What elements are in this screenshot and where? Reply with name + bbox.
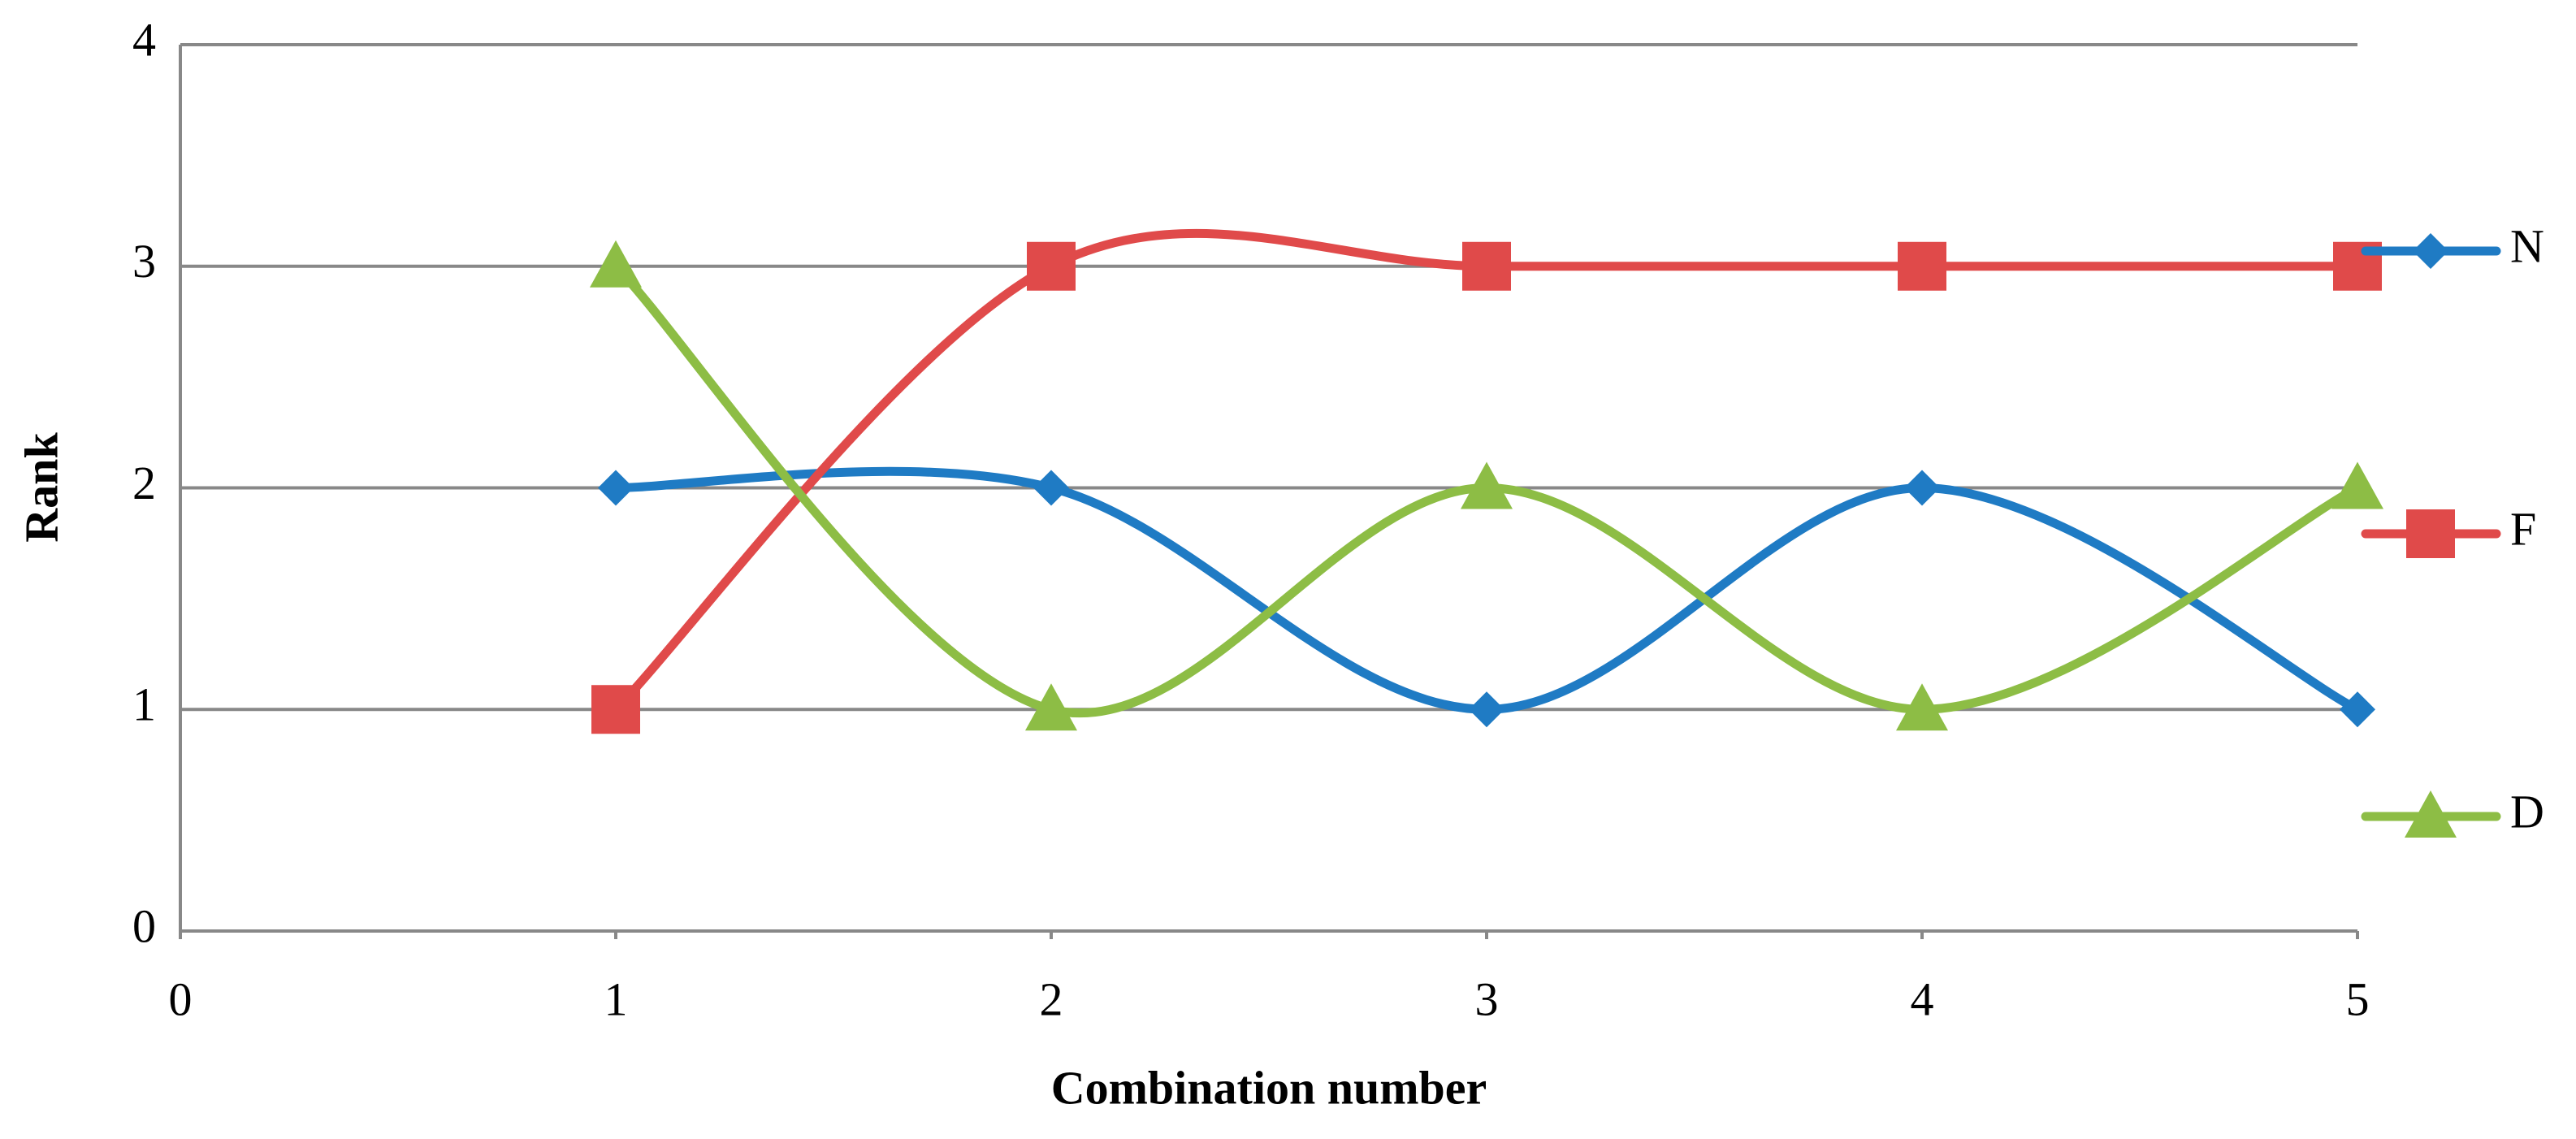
marker <box>1033 470 1069 506</box>
y-tick-label: 2 <box>132 457 156 509</box>
y-tick-label: 1 <box>132 678 156 731</box>
marker <box>591 685 640 734</box>
marker <box>2405 790 2457 838</box>
x-tick-label: 5 <box>2346 972 2370 1025</box>
x-tick-label: 4 <box>1911 972 1934 1025</box>
marker <box>2331 461 2383 509</box>
legend-label: N <box>2510 219 2544 272</box>
x-tick-label: 2 <box>1040 972 1063 1025</box>
marker <box>1898 241 1946 291</box>
marker <box>1025 683 1077 731</box>
marker <box>1462 241 1511 291</box>
marker <box>598 470 634 506</box>
marker <box>2340 691 2375 728</box>
x-tick-label: 0 <box>169 972 193 1025</box>
marker <box>1904 470 1940 506</box>
x-tick-label: 3 <box>1475 972 1499 1025</box>
y-tick-label: 0 <box>132 899 156 952</box>
legend-label: F <box>2510 502 2536 555</box>
marker <box>1027 241 1076 291</box>
marker <box>590 240 642 288</box>
y-axis-label: Rank <box>15 432 67 543</box>
marker <box>2406 509 2455 558</box>
marker <box>2413 233 2448 269</box>
y-tick-label: 3 <box>132 235 156 288</box>
marker <box>1896 683 1948 731</box>
marker <box>1469 691 1504 728</box>
series-line <box>611 228 2362 714</box>
y-tick-label: 4 <box>132 13 156 66</box>
marker <box>1461 461 1513 509</box>
x-tick-label: 1 <box>604 972 628 1025</box>
legend-label: D <box>2510 785 2544 838</box>
x-axis-label: Combination number <box>1051 1061 1487 1114</box>
